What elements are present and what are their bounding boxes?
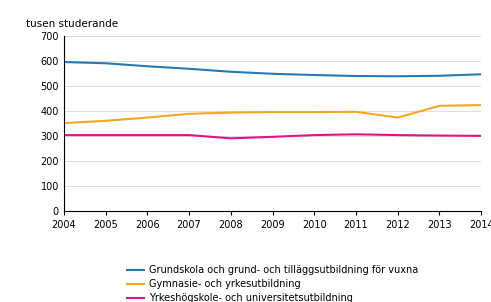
Gymnasie- och yrkesutbildning (353, 110, 359, 114)
Gymnasie- och yrkesutbildning (228, 111, 234, 114)
Grundskola och grund- och tilläggsutbildning för vuxna (186, 67, 192, 71)
Gymnasie- och yrkesutbildning (103, 119, 109, 123)
Gymnasie- och yrkesutbildning (270, 110, 275, 114)
Yrkeshögskole- och universitetsutbildning (311, 133, 317, 137)
Gymnasie- och yrkesutbildning (436, 104, 442, 108)
Gymnasie- och yrkesutbildning (478, 103, 484, 107)
Grundskola och grund- och tilläggsutbildning för vuxna (353, 74, 359, 78)
Legend: Grundskola och grund- och tilläggsutbildning för vuxna, Gymnasie- och yrkesutbil: Grundskola och grund- och tilläggsutbild… (127, 265, 418, 302)
Yrkeshögskole- och universitetsutbildning (228, 137, 234, 140)
Grundskola och grund- och tilläggsutbildning för vuxna (61, 60, 67, 64)
Yrkeshögskole- och universitetsutbildning (186, 133, 192, 137)
Yrkeshögskole- och universitetsutbildning (353, 133, 359, 136)
Yrkeshögskole- och universitetsutbildning (61, 133, 67, 137)
Yrkeshögskole- och universitetsutbildning (270, 135, 275, 139)
Grundskola och grund- och tilläggsutbildning för vuxna (311, 73, 317, 77)
Yrkeshögskole- och universitetsutbildning (144, 133, 150, 137)
Grundskola och grund- och tilläggsutbildning för vuxna (478, 72, 484, 76)
Line: Gymnasie- och yrkesutbildning: Gymnasie- och yrkesutbildning (64, 105, 481, 123)
Gymnasie- och yrkesutbildning (61, 121, 67, 125)
Gymnasie- och yrkesutbildning (311, 110, 317, 114)
Text: tusen studerande: tusen studerande (27, 19, 118, 29)
Grundskola och grund- och tilläggsutbildning för vuxna (103, 61, 109, 65)
Grundskola och grund- och tilläggsutbildning för vuxna (395, 75, 401, 78)
Yrkeshögskole- och universitetsutbildning (103, 133, 109, 137)
Grundskola och grund- och tilläggsutbildning för vuxna (436, 74, 442, 78)
Gymnasie- och yrkesutbildning (186, 112, 192, 116)
Gymnasie- och yrkesutbildning (144, 116, 150, 119)
Grundskola och grund- och tilläggsutbildning för vuxna (228, 70, 234, 74)
Gymnasie- och yrkesutbildning (395, 116, 401, 119)
Grundskola och grund- och tilläggsutbildning för vuxna (144, 64, 150, 68)
Grundskola och grund- och tilläggsutbildning för vuxna (270, 72, 275, 76)
Yrkeshögskole- och universitetsutbildning (478, 134, 484, 138)
Line: Yrkeshögskole- och universitetsutbildning: Yrkeshögskole- och universitetsutbildnin… (64, 134, 481, 138)
Yrkeshögskole- och universitetsutbildning (395, 133, 401, 137)
Line: Grundskola och grund- och tilläggsutbildning för vuxna: Grundskola och grund- och tilläggsutbild… (64, 62, 481, 76)
Yrkeshögskole- och universitetsutbildning (436, 134, 442, 137)
